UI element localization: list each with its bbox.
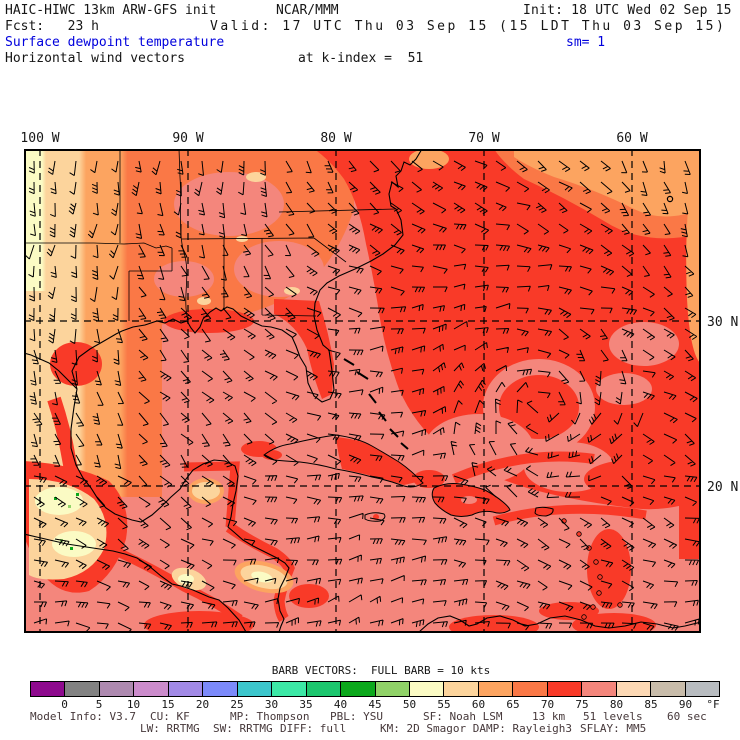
lat-label-30n: 30 N — [707, 315, 739, 330]
smoothing-label: sm= 1 — [566, 35, 606, 50]
colorbar-cell — [547, 682, 583, 696]
map-svg — [23, 148, 702, 639]
colorbar-cell — [31, 682, 66, 696]
lat-gridlines — [24, 320, 701, 487]
colorbar-unit: °F — [706, 698, 720, 711]
colorbar-tick: 75 — [575, 698, 589, 711]
state-borders — [24, 148, 396, 322]
lon-gridlines — [39, 149, 633, 633]
forecast-hour: Fcst: 23 h — [5, 19, 99, 34]
model-title: HAIC-HIWC 13km ARW-GFS init — [5, 3, 217, 18]
model-info-item: CU: KF — [150, 710, 190, 723]
model-info-item: 13 km — [532, 710, 566, 723]
colorbar-tick: 10 — [126, 698, 141, 711]
model-info-item: Model Info: V3.7 — [30, 710, 136, 723]
lon-label-80w: 80 W — [320, 131, 352, 146]
colorbar-cell — [306, 682, 342, 696]
colorbar-tick: 65 — [506, 698, 520, 711]
colorbar-tick: 40 — [333, 698, 348, 711]
colorbar-cell — [651, 682, 686, 696]
colorbar-cell — [134, 682, 169, 696]
model-info-item: 60 sec — [667, 710, 707, 723]
model-info-item: SW: RRTMG — [213, 722, 273, 735]
colorbar-tick: 15 — [161, 698, 175, 711]
colorbar-tick: 85 — [644, 698, 658, 711]
colorbar-cell — [237, 682, 273, 696]
valid-time: Valid: 17 UTC Thu 03 Sep 15 (15 LDT Thu … — [210, 19, 727, 34]
colorbar-tick: 90 — [678, 698, 693, 711]
colorbar-tick: 70 — [540, 698, 555, 711]
colorbar-tick: 45 — [368, 698, 382, 711]
colorbar-cell — [375, 682, 410, 696]
level-label: at k-index = 51 — [298, 51, 424, 66]
model-info-item: MP: Thompson — [230, 710, 310, 723]
init-time: Init: 18 UTC Wed 02 Sep 15 — [523, 3, 732, 18]
barb-legend-caption: BARB VECTORS: FULL BARB = 10 kts — [271, 664, 491, 677]
map-border — [24, 149, 701, 633]
model-info-item: PBL: YSU — [330, 710, 383, 723]
wind-barbs-layer — [25, 160, 700, 634]
dewpoint-wind-map — [23, 148, 702, 639]
model-info-item: DIFF: full — [280, 722, 347, 735]
colorbar-tick: 5 — [95, 698, 103, 711]
model-info-item: LW: RRTMG — [140, 722, 200, 735]
colorbar-cell — [65, 682, 100, 696]
lon-label-70w: 70 W — [468, 131, 500, 146]
field-title: Surface dewpoint temperature — [5, 35, 225, 50]
colorbar-cell — [409, 682, 445, 696]
lon-label-90w: 90 W — [172, 131, 204, 146]
org-name: NCAR/MMM — [276, 3, 339, 18]
colorbar-cell — [272, 682, 307, 696]
colorbar-tick: 50 — [402, 698, 417, 711]
lon-label-100w: 100 W — [20, 131, 60, 146]
lat-label-20n: 20 N — [707, 480, 739, 495]
colorbar-tick: 35 — [299, 698, 313, 711]
field-subtitle: Horizontal wind vectors — [5, 51, 186, 66]
colorbar-cell — [582, 682, 617, 696]
model-info-item: KM: 2D Smagor DAMP: Rayleigh3 — [380, 722, 573, 735]
colorbar-cell — [444, 682, 479, 696]
model-info-item: SF: Noah LSM — [423, 710, 503, 723]
calm-wind-marker — [666, 195, 674, 203]
colorbar-cell — [99, 682, 135, 696]
colorbar-cell — [478, 682, 514, 696]
model-info-item: 51 levels — [583, 710, 643, 723]
colorbar-cell — [341, 682, 376, 696]
colorbar-tick: 30 — [264, 698, 279, 711]
model-info-item: SFLAY: MM5 — [580, 722, 647, 735]
colorbar-cell — [685, 682, 720, 696]
colorbar-tick: 25 — [230, 698, 244, 711]
colorbar — [30, 681, 720, 697]
colorbar-tick: 0 — [61, 698, 68, 711]
colorbar-tick: 60 — [471, 698, 486, 711]
colorbar-tick: 55 — [437, 698, 451, 711]
colorbar-tick: 80 — [609, 698, 624, 711]
colorbar-cell — [168, 682, 204, 696]
lon-label-60w: 60 W — [616, 131, 648, 146]
colorbar-cell — [513, 682, 548, 696]
colorbar-cell — [616, 682, 652, 696]
colorbar-tick: 20 — [195, 698, 210, 711]
colorbar-cell — [203, 682, 238, 696]
